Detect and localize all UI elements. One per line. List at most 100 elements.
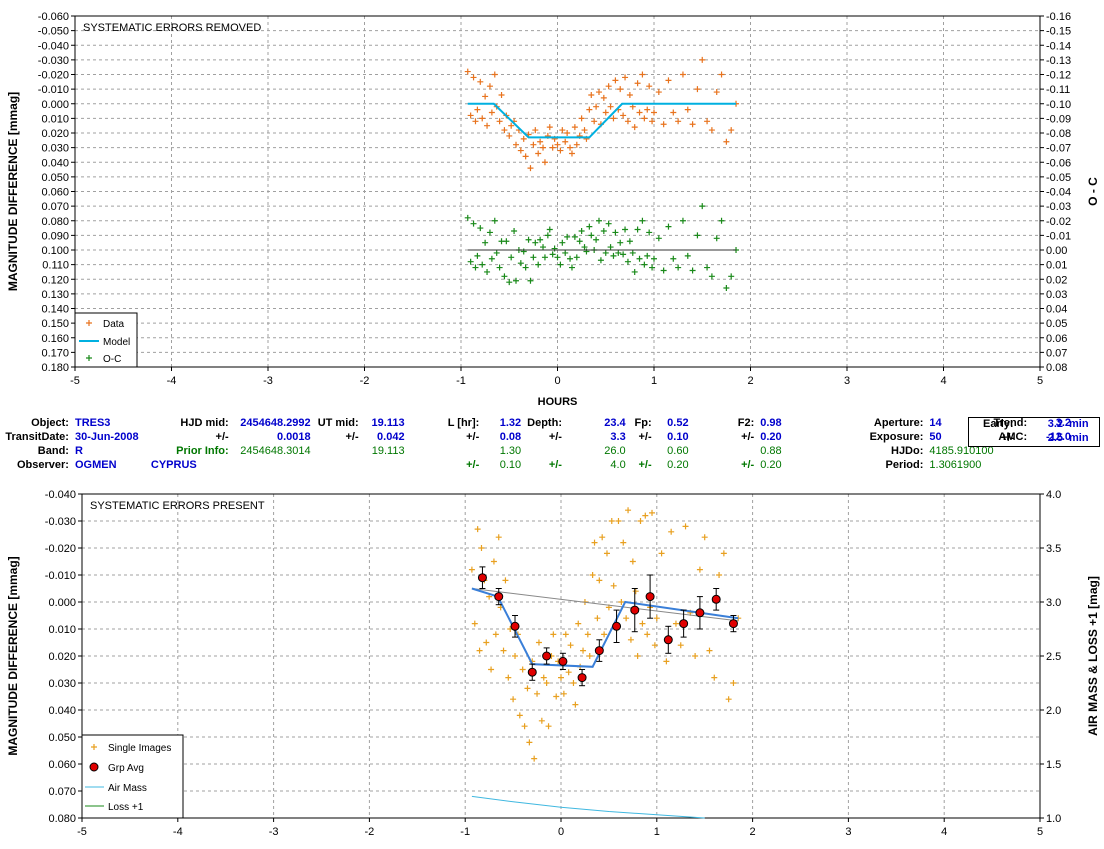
data-point <box>646 83 653 90</box>
legend-airmass-label: Air Mass <box>108 783 147 794</box>
oc-point <box>665 223 672 230</box>
x-tick-label: -5 <box>77 826 87 838</box>
y2-tick-label: 3.5 <box>1046 543 1061 555</box>
model-line <box>467 102 737 139</box>
x-axis-label: HOURS <box>538 396 578 408</box>
single-image-point <box>519 666 526 673</box>
single-image-point <box>575 620 582 627</box>
y-tick-label: 0.150 <box>41 318 69 330</box>
data-point <box>591 118 598 125</box>
single-image-point <box>692 653 699 659</box>
single-image-point <box>603 550 610 557</box>
ut-mid-value: 19.113 <box>371 417 405 429</box>
y2-tick-label: 0.05 <box>1046 318 1067 330</box>
y2-tick-label: -0.03 <box>1046 201 1071 213</box>
data-point <box>684 106 691 113</box>
y-tick-label: -0.040 <box>45 489 76 501</box>
oc-point <box>718 217 725 224</box>
single-image-point <box>623 615 630 622</box>
y2-tick-label: 2.0 <box>1046 705 1061 717</box>
plot-frame <box>74 15 1041 368</box>
data-point <box>605 83 612 90</box>
x-tick-label: 5 <box>1037 826 1043 838</box>
early-value: 3.2 <box>1047 418 1063 430</box>
y2-tick-label: -0.07 <box>1046 143 1071 155</box>
y2-tick-label: 0.02 <box>1046 274 1067 286</box>
single-image-point <box>502 577 509 584</box>
y-tick-label: 0.000 <box>41 99 69 111</box>
oc-point <box>617 239 624 246</box>
grp-avg-point <box>577 673 587 683</box>
y2-tick-label: 0.04 <box>1046 304 1067 316</box>
y-tick-label: 0.140 <box>41 304 69 316</box>
f2-err-pm: +/- <box>741 431 755 443</box>
single-image-point <box>634 653 641 659</box>
oc-point <box>631 268 638 275</box>
data-point <box>549 144 556 151</box>
y-tick-label: -0.040 <box>38 40 69 52</box>
y-tick-label: 0.030 <box>41 143 69 155</box>
x-tick-label: 2 <box>747 375 753 387</box>
oc-point <box>482 239 489 246</box>
oc-point <box>629 249 636 256</box>
oc-point <box>708 273 715 280</box>
data-point <box>581 127 588 134</box>
depth-label: Depth: <box>527 417 562 429</box>
data-point <box>482 93 489 100</box>
oc-point <box>557 261 564 268</box>
hjd-mid-label: HJD mid: <box>180 417 229 429</box>
single-image-point <box>505 674 512 681</box>
x-tick-label: -1 <box>460 826 470 838</box>
single-image-point <box>706 647 713 654</box>
oc-point <box>615 249 622 256</box>
oc-point <box>670 255 677 262</box>
oc-point <box>694 232 701 239</box>
plot-frame <box>81 493 1041 819</box>
data-point <box>491 71 498 78</box>
y-tick-label: 0.160 <box>41 333 69 345</box>
single-image-point <box>651 642 658 649</box>
data-point <box>501 127 508 134</box>
oc-point <box>520 248 527 255</box>
x-tick-label: -3 <box>269 826 279 838</box>
ut-mid-label: UT mid: <box>317 417 359 429</box>
oc-point <box>578 227 585 234</box>
band-value: R <box>74 445 83 457</box>
y2-tick-label: -0.13 <box>1046 55 1071 67</box>
oc-point <box>571 233 578 240</box>
data-point <box>546 124 553 131</box>
single-image-point <box>562 631 569 638</box>
oc-point <box>588 232 595 239</box>
prior-depth-err-pm: +/- <box>548 459 562 471</box>
single-image-point <box>615 518 622 524</box>
data-series <box>464 56 740 172</box>
oc-point <box>544 232 551 239</box>
oc-point <box>470 220 477 227</box>
data-point <box>486 83 493 90</box>
prior-depth-err-value: 4.0 <box>610 459 626 471</box>
single-image-point <box>531 755 538 762</box>
data-point <box>600 94 607 101</box>
oc-point <box>546 226 553 233</box>
oc-point <box>527 277 534 284</box>
data-point <box>622 74 629 81</box>
y2-tick-label: -0.06 <box>1046 157 1071 169</box>
grp-avg-point <box>663 635 673 645</box>
legend-single-marker <box>91 744 97 750</box>
grp-avg-point <box>612 621 622 631</box>
y-tick-label: 0.040 <box>48 705 76 717</box>
data-point <box>557 147 564 154</box>
oc-point <box>612 229 619 236</box>
prior-ut-value: 19.113 <box>371 445 405 457</box>
oc-point <box>641 261 648 268</box>
data-point <box>636 109 643 116</box>
oc-point <box>517 260 524 267</box>
y-tick-label: -0.010 <box>38 84 69 96</box>
y-tick-label: 0.070 <box>48 786 76 798</box>
single-image-point <box>553 693 560 700</box>
data-point <box>578 115 585 122</box>
y2-tick-label: -0.08 <box>1046 128 1071 140</box>
legend-single-label: Single Images <box>108 743 171 754</box>
data-point <box>620 112 627 119</box>
data-point <box>530 141 537 148</box>
